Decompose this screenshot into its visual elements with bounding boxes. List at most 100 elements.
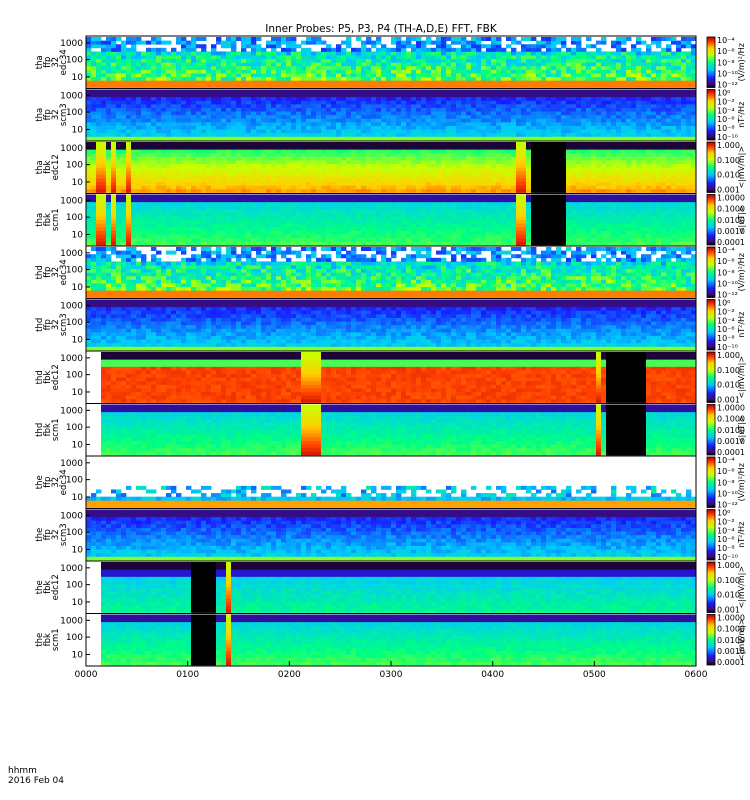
spectrogram-cell: [501, 55, 507, 60]
spectrogram-cell: [611, 44, 617, 49]
spectrogram-cell: [111, 160, 117, 165]
spectrogram-cell: [556, 129, 562, 134]
spectrogram-cell: [231, 58, 237, 63]
spectrogram-cell: [101, 103, 107, 108]
y-tick-label: 10: [72, 73, 84, 83]
spectrogram-cell: [181, 170, 187, 175]
spectrogram-cell: [311, 80, 317, 85]
spectrogram-cell: [576, 145, 582, 150]
spectrogram-cell: [416, 65, 422, 70]
spectrogram-cell: [191, 103, 197, 108]
spectrogram-cell: [611, 62, 617, 67]
spectrogram-cell: [176, 136, 182, 141]
spectrogram-cell: [106, 121, 112, 126]
spectrogram-cell: [281, 178, 287, 183]
spectrogram-cell: [256, 129, 262, 134]
spectrogram-cell: [196, 93, 202, 98]
spectrogram-cell: [496, 65, 502, 70]
spectrogram-cell: [671, 125, 677, 130]
spectrogram-cell: [311, 107, 317, 112]
spectrogram-cell: [321, 136, 327, 141]
spectrogram-cell: [386, 149, 392, 154]
spectrogram-cell: [456, 125, 462, 130]
spectrogram-cell: [491, 83, 497, 88]
spectrogram-cell: [471, 103, 477, 108]
spectrogram-cell: [521, 37, 527, 42]
panel-tha-fbk-edc12: 101001000thafbkedc121.0000.1000.0100.001…: [35, 140, 746, 195]
spectrogram-cell: [416, 160, 422, 165]
spectrogram-cell: [661, 170, 667, 175]
spectrogram-cell: [346, 178, 352, 183]
spectrogram-cell: [241, 80, 247, 85]
spectrogram-cell: [166, 111, 172, 116]
spectrogram-cell: [386, 174, 392, 179]
spectrogram-cell: [256, 156, 262, 161]
spectrogram-cell: [146, 76, 152, 81]
spectrogram-cell: [361, 185, 367, 190]
spectrogram-cell: [556, 142, 562, 147]
spectrogram-cell: [391, 83, 397, 88]
spectrogram-cell: [101, 58, 107, 63]
spectrogram-cell: [251, 129, 257, 134]
spectrogram-cell: [301, 118, 307, 123]
spectrogram-cell: [291, 80, 297, 85]
spectrogram-cell: [636, 142, 642, 147]
spectrogram-cell: [351, 145, 357, 150]
spectrogram-cell: [91, 93, 97, 98]
spectrogram-cell: [426, 188, 432, 193]
spectrogram-cell: [216, 174, 222, 179]
spectrogram-cell: [296, 178, 302, 183]
spectrogram-cell: [566, 69, 572, 74]
spectrogram-cell: [556, 96, 562, 101]
spectrogram-cell: [196, 62, 202, 67]
spectrogram-cell: [551, 100, 557, 105]
spectrogram-cell: [176, 125, 182, 130]
spectrogram-cell: [671, 156, 677, 161]
spectrogram-cell: [461, 51, 467, 56]
spectrogram-cell: [581, 107, 587, 112]
spectrogram-cell: [321, 51, 327, 56]
spectrogram-cell: [286, 125, 292, 130]
spectrogram-cell: [301, 174, 307, 179]
spectrogram-cell: [441, 114, 447, 119]
spectrogram-cell: [311, 51, 317, 56]
spectrogram-cell: [86, 55, 92, 60]
spectrogram-cell: [661, 129, 667, 134]
spectrogram-cell: [236, 69, 242, 74]
spectrogram-cell: [176, 93, 182, 98]
spectrogram-cell: [661, 103, 667, 108]
spectrogram-cell: [601, 156, 607, 161]
spectrogram-cell: [161, 40, 167, 45]
spectrogram-cell: [686, 136, 692, 141]
spectrogram-cell: [666, 149, 672, 154]
spectrogram-cell: [211, 80, 217, 85]
spectrogram-cell: [366, 170, 372, 175]
spectrogram-cell: [386, 163, 392, 168]
spectrogram-cell: [556, 185, 562, 190]
spectrogram-cell: [396, 185, 402, 190]
spectrogram-cell: [86, 136, 92, 141]
spectrogram-cell: [406, 96, 412, 101]
spectrogram-cell: [256, 107, 262, 112]
spectrogram-cell: [676, 80, 682, 85]
spectrogram-cell: [536, 73, 542, 78]
spectrogram-cell: [656, 188, 662, 193]
spectrogram-cell: [501, 118, 507, 123]
spectrogram-cell: [681, 103, 687, 108]
spectrogram-cell: [686, 107, 692, 112]
spectrogram-cell: [376, 142, 382, 147]
spectrogram-cell: [251, 40, 257, 45]
spectrogram-cell: [101, 96, 107, 101]
spectrogram-cell: [136, 167, 142, 172]
spectrogram-cell: [386, 96, 392, 101]
spectrogram-cell: [271, 100, 277, 105]
spectrogram-cell: [491, 103, 497, 108]
spectrogram-cell: [481, 51, 487, 56]
spectrogram-cell: [616, 136, 622, 141]
spectrogram-cell: [406, 65, 412, 70]
spectrogram-cell: [401, 118, 407, 123]
spectrogram-cell: [166, 107, 172, 112]
spectrogram-cell: [406, 40, 412, 45]
spectrogram-cell: [151, 62, 157, 67]
spectrogram-cell: [436, 181, 442, 186]
